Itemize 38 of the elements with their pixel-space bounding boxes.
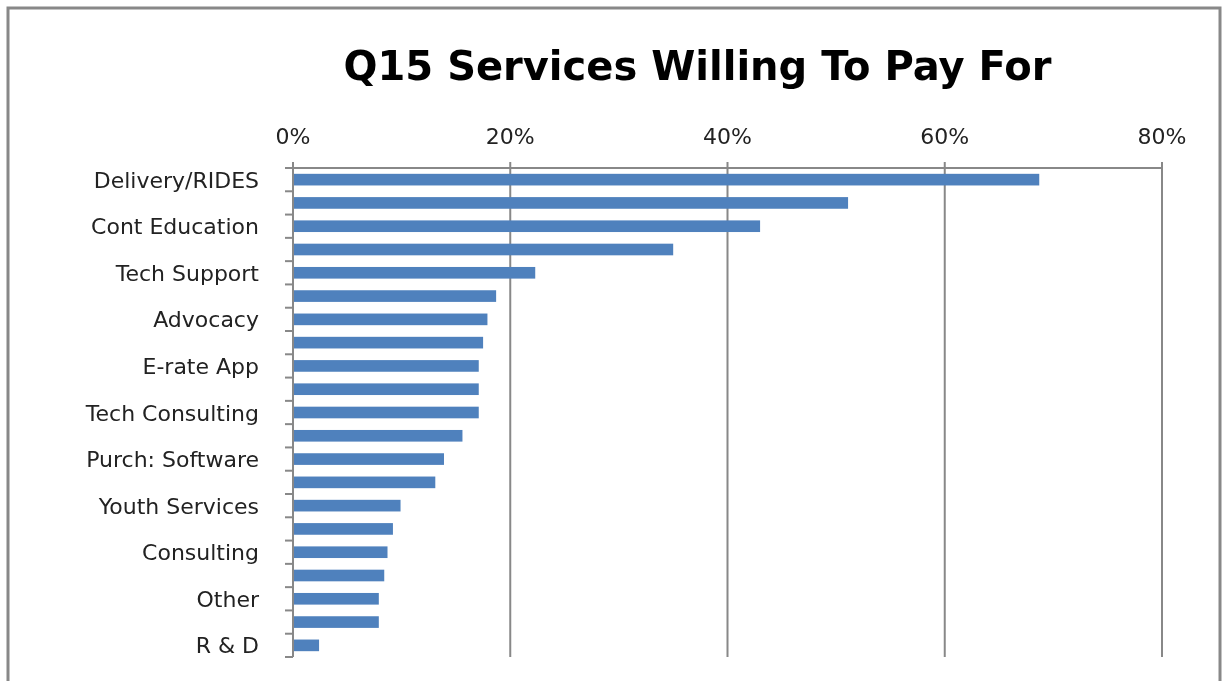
y-tick-label: Delivery/RIDES xyxy=(93,167,259,193)
bar xyxy=(293,197,849,209)
x-tick-label: 0% xyxy=(275,124,311,149)
bar xyxy=(293,453,444,465)
y-tick-label: Consulting xyxy=(142,540,259,566)
bar xyxy=(293,429,463,442)
bar xyxy=(293,360,479,372)
bar xyxy=(293,639,320,652)
bar xyxy=(293,336,484,349)
bar xyxy=(293,523,393,535)
x-tick-label: 20% xyxy=(485,124,535,149)
chart-title: Q15 Services Willing To Pay For xyxy=(343,43,1052,89)
x-tick-label: 80% xyxy=(1137,124,1187,149)
x-tick-label: 40% xyxy=(703,124,752,149)
bar xyxy=(293,243,674,256)
y-tick-label: Advocacy xyxy=(153,307,259,333)
bar xyxy=(293,173,1040,186)
y-tick-label: E-rate App xyxy=(142,353,259,379)
bar xyxy=(293,569,385,582)
x-tick-label: 60% xyxy=(920,124,970,149)
bar xyxy=(293,266,536,279)
bar xyxy=(293,592,379,605)
bar xyxy=(293,406,479,419)
y-tick-label: Tech Consulting xyxy=(84,400,259,426)
y-tick-label: Purch: Software xyxy=(86,447,259,473)
y-tick-label: Other xyxy=(196,586,260,612)
bar xyxy=(293,499,401,512)
bar xyxy=(293,616,379,628)
y-tick-label: Cont Education xyxy=(91,214,259,240)
y-tick-label: Youth Services xyxy=(97,493,259,519)
bar xyxy=(293,313,488,326)
bar xyxy=(293,383,479,396)
y-tick-label: Tech Support xyxy=(114,260,260,286)
bar xyxy=(293,476,436,489)
bar xyxy=(293,546,388,559)
y-tick-label: R & D xyxy=(195,633,259,659)
bar xyxy=(293,220,761,233)
bar xyxy=(293,290,497,302)
